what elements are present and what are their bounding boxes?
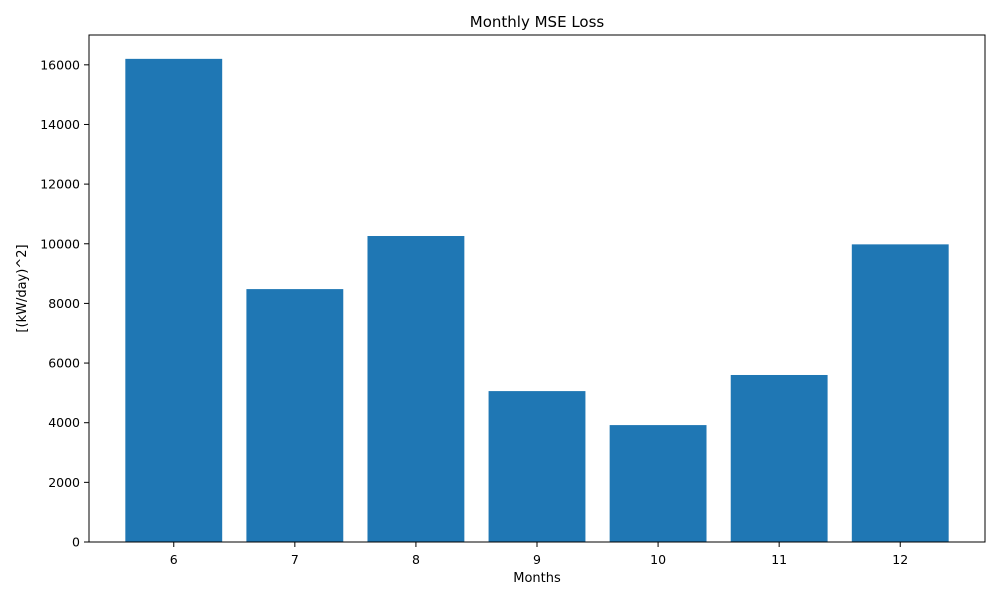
x-tick-label: 9 xyxy=(533,552,541,567)
y-axis: 0 2000 4000 6000 8000 10000 12000 14000 16000 xyxy=(40,57,89,550)
x-tick-label: 8 xyxy=(412,552,420,567)
y-tick-label: 4000 xyxy=(48,415,80,430)
x-tick-label: 11 xyxy=(771,552,787,567)
y-tick-label: 0 xyxy=(72,535,80,550)
y-tick-label: 2000 xyxy=(48,475,80,490)
y-tick-label: 16000 xyxy=(40,57,80,72)
x-tick-label: 6 xyxy=(170,552,178,567)
y-axis-label: [(kW/day)^2] xyxy=(15,244,30,332)
bar-8 xyxy=(367,236,465,542)
bar-10 xyxy=(609,425,707,542)
x-axis-label: Months xyxy=(513,571,561,586)
bar-6 xyxy=(125,58,223,542)
bars-group xyxy=(125,58,949,542)
chart-title: Monthly MSE Loss xyxy=(470,13,605,31)
plot-frame xyxy=(88,34,986,543)
x-tick-label: 12 xyxy=(892,552,908,567)
y-tick-label: 8000 xyxy=(48,296,80,311)
bar-12 xyxy=(851,244,949,542)
x-tick-label: 10 xyxy=(650,552,666,567)
y-tick-label: 6000 xyxy=(48,356,80,371)
x-axis: 6 7 8 9 10 11 12 xyxy=(170,542,908,567)
y-tick-label: 12000 xyxy=(40,177,80,192)
bar-11 xyxy=(730,374,828,542)
bar-7 xyxy=(246,289,344,542)
y-tick-label: 14000 xyxy=(40,117,80,132)
y-tick-label: 10000 xyxy=(40,236,80,251)
bar-9 xyxy=(488,391,586,542)
x-tick-label: 7 xyxy=(291,552,299,567)
